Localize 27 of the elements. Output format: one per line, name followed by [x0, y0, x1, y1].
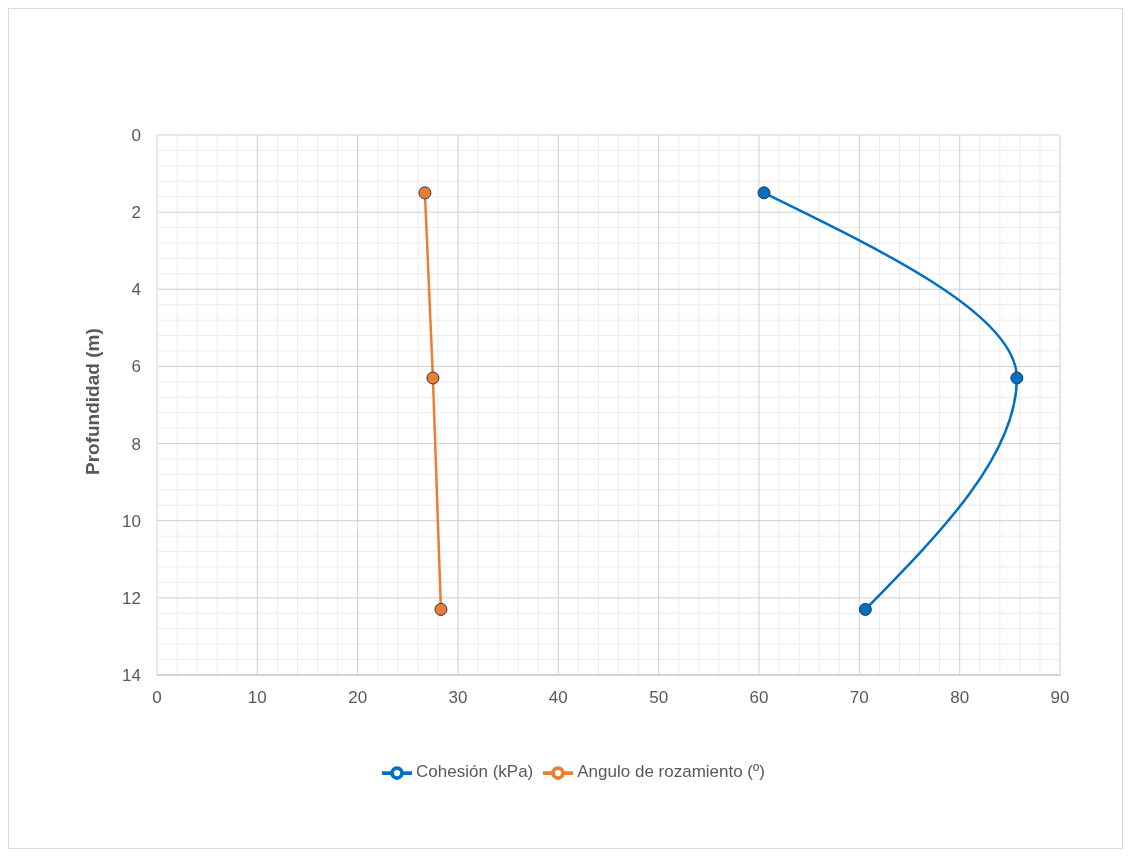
x-tick-label: 70: [849, 688, 869, 708]
y-tick-label: 14: [122, 666, 141, 686]
y-tick-label: 8: [131, 434, 141, 454]
y-tick-label: 12: [122, 588, 141, 608]
y-tick-label: 10: [122, 511, 141, 531]
y-tick-label: 0: [131, 126, 141, 146]
x-tick-label: 80: [950, 688, 970, 708]
x-tick-label: 40: [548, 688, 568, 708]
y-tick-label: 2: [131, 203, 141, 223]
x-tick-label: 50: [649, 688, 669, 708]
point: [418, 186, 432, 200]
point: [757, 186, 771, 200]
point: [434, 602, 448, 616]
point: [1010, 371, 1024, 385]
y-tick-label: 6: [131, 357, 141, 377]
x-tick-label: 90: [1050, 688, 1070, 708]
point: [426, 371, 440, 385]
x-tick-label: 60: [749, 688, 769, 708]
y-tick-label: 4: [131, 280, 141, 300]
x-tick-label: 0: [152, 688, 162, 708]
x-tick-label: 20: [348, 688, 368, 708]
legend-label: Cohesión (kPa): [416, 762, 534, 782]
point: [858, 602, 872, 616]
x-tick-label: 10: [247, 688, 267, 708]
y-axis-title: Profundidad (m): [81, 328, 103, 475]
legend-label: Angulo de rozamiento (º): [577, 762, 765, 782]
x-tick-label: 30: [448, 688, 468, 708]
